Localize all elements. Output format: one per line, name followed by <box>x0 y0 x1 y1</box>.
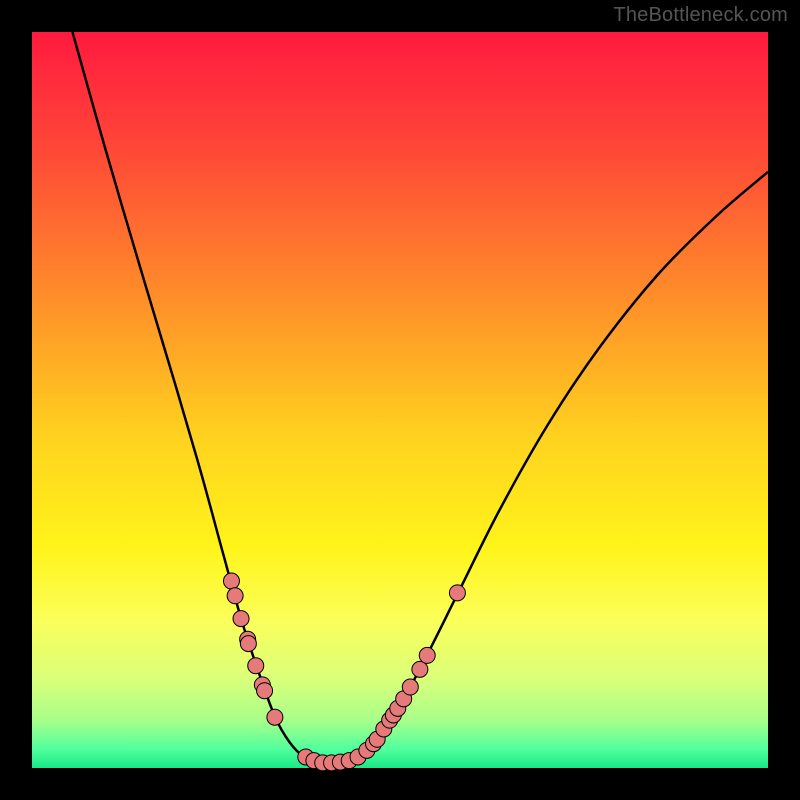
chart-container: TheBottleneck.com <box>0 0 800 800</box>
data-dot <box>233 611 249 627</box>
data-dot <box>257 683 273 699</box>
plot-area <box>32 32 768 768</box>
data-dot <box>240 636 256 652</box>
data-dot <box>227 588 243 604</box>
data-dot <box>402 679 418 695</box>
data-dot <box>267 709 283 725</box>
data-dot <box>248 658 264 674</box>
data-dot <box>419 647 435 663</box>
watermark-text: TheBottleneck.com <box>613 4 788 27</box>
data-dot <box>449 585 465 601</box>
bottleneck-chart <box>0 0 800 800</box>
data-dot <box>412 661 428 677</box>
data-dot <box>223 573 239 589</box>
